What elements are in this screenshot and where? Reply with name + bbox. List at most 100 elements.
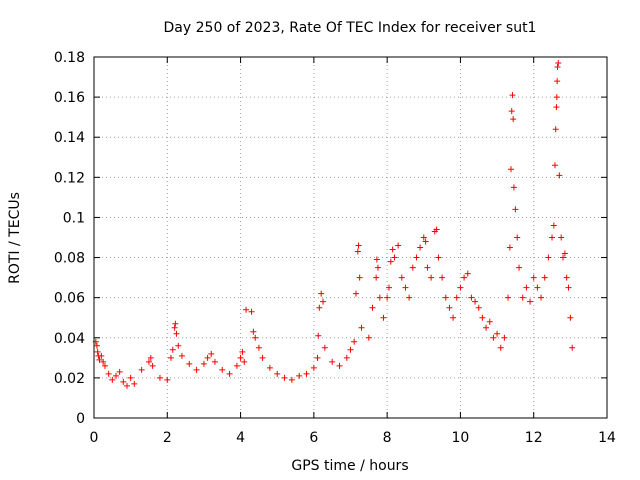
data-point: [389, 246, 396, 253]
chart-title: Day 250 of 2023, Rate Of TEC Index for r…: [164, 20, 537, 36]
data-point: [541, 274, 548, 281]
data-point: [509, 92, 516, 99]
x-tick-label: 12: [525, 430, 543, 446]
data-point: [442, 294, 449, 301]
data-point: [186, 360, 193, 367]
data-point: [373, 256, 380, 263]
data-point: [497, 344, 504, 351]
data-point: [105, 370, 112, 377]
data-point: [450, 314, 457, 321]
data-point: [385, 284, 392, 291]
data-point: [507, 166, 514, 173]
data-point: [101, 362, 108, 369]
data-point: [354, 248, 361, 255]
data-point: [380, 314, 387, 321]
data-point: [100, 358, 107, 365]
data-point: [288, 376, 295, 383]
data-point: [120, 378, 127, 385]
data-point: [550, 222, 557, 229]
data-point: [457, 284, 464, 291]
data-point: [171, 324, 178, 331]
data-point: [569, 344, 576, 351]
data-point: [266, 364, 273, 371]
y-tick-label: 0.14: [54, 130, 85, 146]
data-point: [351, 338, 358, 345]
data-point: [315, 332, 322, 339]
data-point: [561, 250, 568, 257]
x-tick-label: 8: [383, 430, 392, 446]
data-point: [173, 330, 180, 337]
data-point: [241, 358, 248, 365]
data-point: [553, 94, 560, 101]
data-point: [127, 374, 134, 381]
data-point: [563, 274, 570, 281]
data-point: [472, 298, 479, 305]
data-point: [374, 264, 381, 271]
x-tick-label: 6: [309, 430, 318, 446]
data-point: [508, 108, 515, 115]
x-tick-label: 0: [90, 430, 99, 446]
data-point: [556, 172, 563, 179]
data-point: [424, 264, 431, 271]
data-point: [479, 314, 486, 321]
data-point: [336, 362, 343, 369]
data-point: [248, 308, 255, 315]
data-point: [514, 234, 521, 241]
data-point: [109, 376, 116, 383]
y-axis-label: ROTI / TECUs: [7, 192, 23, 284]
y-tick-label: 0.06: [54, 291, 85, 307]
axis-ticks: 0 2 4 6 8 10 12 14 0 0.02 0.04 0.06 0.08 0.1 0.12 0.14 0…: [54, 50, 616, 446]
data-point: [147, 354, 154, 361]
data-point: [255, 344, 262, 351]
data-point: [164, 376, 171, 383]
data-points: [92, 60, 576, 389]
data-point: [233, 362, 240, 369]
data-point: [554, 64, 561, 71]
data-point: [211, 358, 218, 365]
data-point: [329, 358, 336, 365]
data-point: [376, 294, 383, 301]
data-point: [387, 258, 394, 265]
data-point: [274, 370, 281, 377]
data-point: [156, 374, 163, 381]
data-point: [534, 284, 541, 291]
x-axis-label: GPS time / hours: [291, 458, 408, 474]
data-point: [98, 352, 105, 359]
data-point: [554, 78, 561, 85]
data-point: [352, 290, 359, 297]
data-point: [116, 368, 123, 375]
data-point: [252, 334, 259, 341]
y-tick-label: 0.12: [54, 170, 85, 186]
data-point: [123, 382, 130, 389]
data-point: [406, 294, 413, 301]
grid: [94, 57, 607, 418]
data-point: [314, 354, 321, 361]
data-point: [172, 320, 179, 327]
data-point: [318, 290, 325, 297]
data-point: [413, 254, 420, 261]
data-point: [200, 360, 207, 367]
data-point: [145, 358, 152, 365]
data-point: [422, 238, 429, 245]
data-point: [560, 254, 567, 261]
y-tick-label: 0.08: [54, 251, 85, 267]
data-point: [131, 380, 138, 387]
data-point: [453, 294, 460, 301]
data-point: [169, 346, 176, 353]
data-point: [555, 60, 562, 67]
data-point: [545, 254, 552, 261]
data-point: [178, 352, 185, 359]
data-point: [558, 234, 565, 241]
data-point: [321, 344, 328, 351]
data-point: [204, 354, 211, 361]
data-point: [395, 242, 402, 249]
data-point: [505, 294, 512, 301]
data-point: [320, 298, 327, 305]
data-point: [93, 342, 100, 349]
data-point: [259, 354, 266, 361]
data-point: [175, 342, 182, 349]
data-point: [358, 324, 365, 331]
data-point: [398, 274, 405, 281]
data-point: [552, 126, 559, 133]
data-point: [468, 294, 475, 301]
